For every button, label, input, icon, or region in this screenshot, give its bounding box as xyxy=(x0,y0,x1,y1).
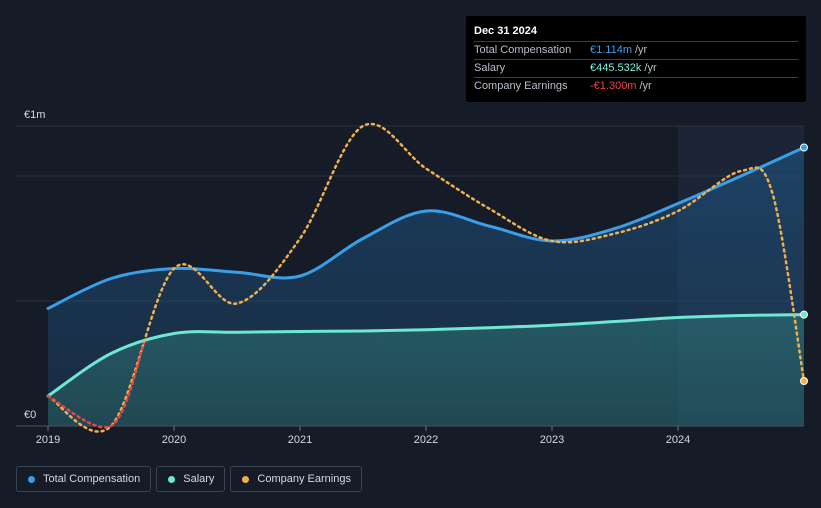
company-earnings-negative-line xyxy=(46,342,146,429)
legend-label: Salary xyxy=(183,473,215,485)
legend-item-salary[interactable]: Salary xyxy=(156,466,226,492)
tooltip-date: Dec 31 2024 xyxy=(474,25,537,37)
company-earnings-line xyxy=(46,122,806,433)
series-lines xyxy=(46,122,806,433)
x-tick-label: 2020 xyxy=(162,434,186,446)
series-endpoint xyxy=(800,143,808,152)
y-tick-label: €0 xyxy=(24,409,36,421)
tooltip: Dec 31 2024 Total Compensation €1.114m /… xyxy=(466,16,806,102)
legend-dot-icon xyxy=(242,475,250,483)
x-tick-label: 2024 xyxy=(666,434,690,446)
tooltip-row-earnings: Company Earnings -€1.300m /yr xyxy=(474,77,798,95)
legend-label: Company Earnings xyxy=(257,473,351,485)
tooltip-label: Company Earnings xyxy=(474,80,568,92)
series-endpoint xyxy=(800,310,808,319)
tooltip-row-salary: Salary €445.532k /yr xyxy=(474,59,798,77)
series-endpoints xyxy=(800,143,808,385)
legend-item-company-earnings[interactable]: Company Earnings xyxy=(230,466,362,492)
salary-line xyxy=(46,313,806,398)
tooltip-unit: /yr xyxy=(639,80,652,92)
tooltip-value: €445.532k xyxy=(590,62,642,74)
x-tick-label: 2023 xyxy=(540,434,564,446)
tooltip-value: €1.114m xyxy=(590,44,632,56)
y-tick-label: €1m xyxy=(24,109,45,121)
tooltip-value: -€1.300m xyxy=(590,80,637,92)
tooltip-unit: /yr xyxy=(644,62,657,74)
series-areas xyxy=(48,147,804,426)
legend-item-total-compensation[interactable]: Total Compensation xyxy=(16,466,152,492)
x-axis: 2019 2020 2021 2022 2023 2024 xyxy=(36,426,690,446)
legend-dot-icon xyxy=(28,475,35,483)
salary-area xyxy=(48,314,804,426)
legend: Total Compensation Salary Company Earnin… xyxy=(16,466,362,492)
tooltip-label: Total Compensation xyxy=(474,44,572,56)
tooltip-unit: /yr xyxy=(635,44,648,56)
y-axis-labels: €0 €1m xyxy=(24,109,45,421)
tooltip-label: Salary xyxy=(474,62,506,74)
series-endpoint xyxy=(800,377,808,385)
tooltip-row-total: Total Compensation €1.114m /yr xyxy=(474,41,798,59)
legend-dot-icon xyxy=(168,475,176,483)
x-tick-label: 2019 xyxy=(36,434,60,446)
x-tick-label: 2021 xyxy=(288,434,312,446)
x-tick-label: 2022 xyxy=(414,434,438,446)
legend-label: Total Compensation xyxy=(43,473,141,485)
